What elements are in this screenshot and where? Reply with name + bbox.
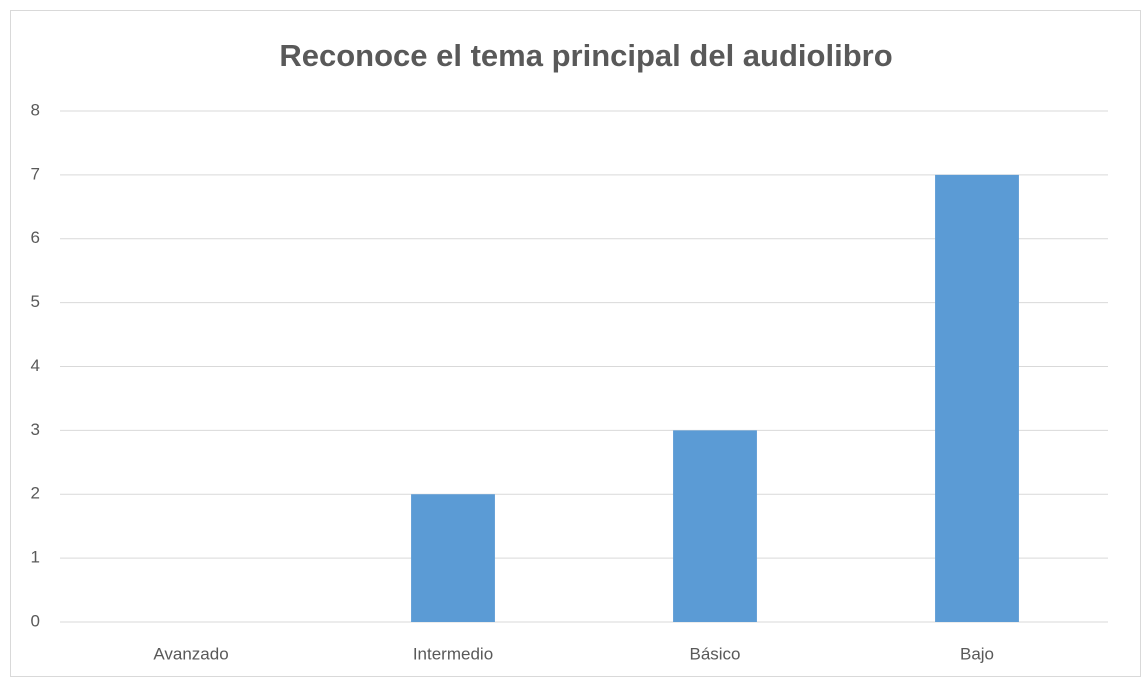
x-tick-label: Bajo bbox=[960, 644, 994, 663]
x-tick-label: Básico bbox=[689, 644, 740, 663]
y-tick-label: 3 bbox=[31, 420, 40, 439]
y-tick-label: 6 bbox=[31, 228, 40, 247]
bar bbox=[673, 430, 757, 622]
y-tick-label: 0 bbox=[31, 611, 40, 630]
x-tick-label: Avanzado bbox=[153, 644, 228, 663]
x-tick-label: Intermedio bbox=[413, 644, 493, 663]
y-tick-label: 4 bbox=[31, 356, 40, 375]
chart-title: Reconoce el tema principal del audiolibr… bbox=[279, 38, 892, 73]
y-tick-label: 8 bbox=[31, 100, 40, 119]
bar bbox=[935, 174, 1019, 622]
y-tick-label: 1 bbox=[31, 548, 40, 567]
y-tick-label: 2 bbox=[31, 484, 40, 503]
bar bbox=[411, 494, 495, 622]
y-tick-label: 7 bbox=[31, 164, 40, 183]
y-tick-label: 5 bbox=[31, 292, 40, 311]
